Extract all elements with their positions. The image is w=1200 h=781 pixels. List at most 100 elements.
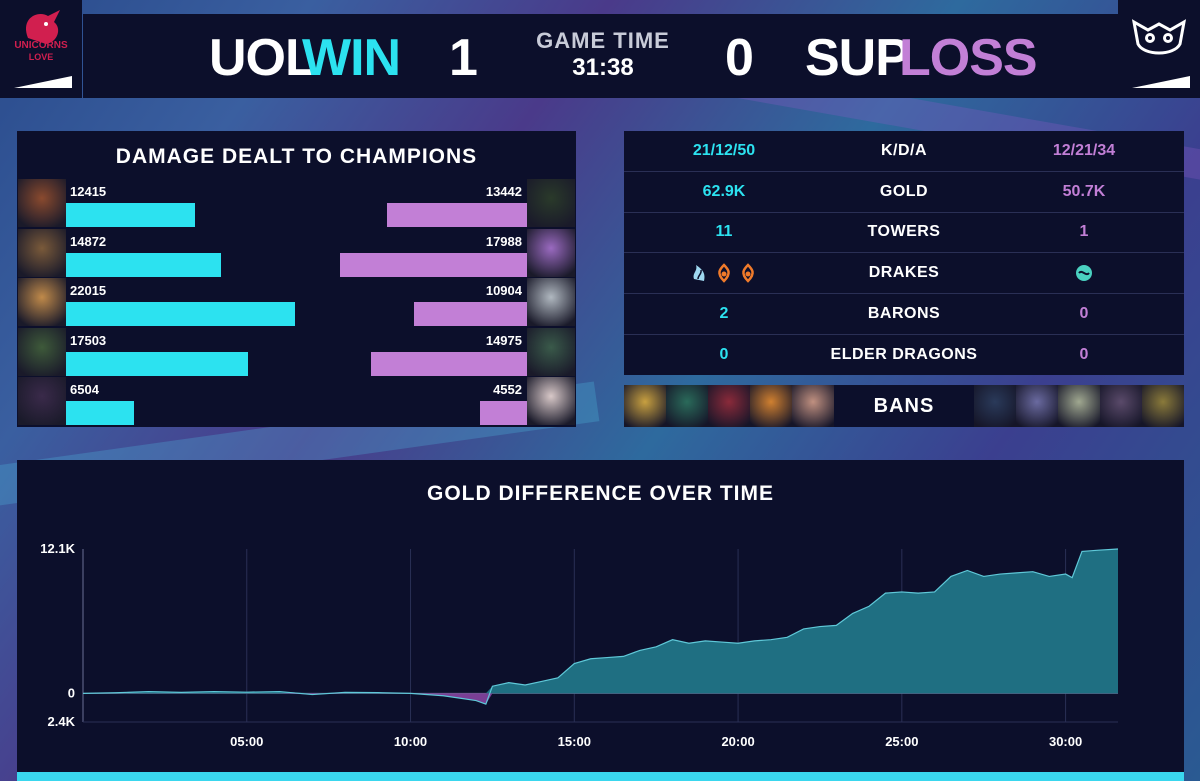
game-time: 31:38 [572,54,634,81]
sup-ban-portrait [1142,385,1184,427]
sup-stat-value: 0 [1079,304,1089,322]
sup-gold-lead-area [83,693,1118,705]
cloud-drake-icon [693,264,705,281]
logo-accent [14,76,72,88]
x-tick-label: 15:00 [558,734,591,749]
uol-damage-bar [66,351,249,376]
sup-damage-bar [413,302,527,326]
sup-champion-portrait [527,327,575,376]
right-team-score: 0 [725,29,754,87]
uol-logo: UNICORNS LOVE [0,0,82,98]
stat-row: 2 BARONS 0 [624,294,1184,335]
sup-stat-value: 0 [1079,345,1089,363]
uol-damage-bar [66,203,196,227]
sup-champion-portrait [527,278,575,326]
sup-damage-value: 10904 [485,283,522,298]
sup-damage-value: 4552 [493,382,522,397]
sup-champion-portrait [527,228,575,277]
stat-label: DRAKES [868,264,940,282]
sup-damage-bar [339,252,527,277]
left-team-result: WIN [302,29,401,87]
gold-chart-title: GOLD DIFFERENCE OVER TIME [426,482,774,505]
sup-ban-portrait [1058,385,1100,427]
sup-damage-value: 13442 [485,184,522,199]
sup-damage-bar [387,203,527,227]
damage-panel: DAMAGE DEALT TO CHAMPIONS 12415 13442 1487… [17,131,576,427]
sup-stat-value [984,253,1184,293]
uol-damage-value: 12415 [70,184,107,199]
sup-ban-portrait [1016,385,1058,427]
uol-champion-portrait [18,278,66,326]
y-tick-label: 2.4K [48,714,76,729]
stat-label: BARONS [867,304,941,322]
sup-champion-portrait [527,377,575,425]
uol-damage-bar [66,401,134,425]
sup-champion-portrait [527,179,575,227]
stat-label: TOWERS [867,223,941,241]
uol-champion-portrait [18,327,66,376]
uol-champion-portrait [18,228,66,277]
team-stats-panel: 21/12/50 K/D/A 12/21/34 62.9K GOLD 50.7K 11 TOW… [624,131,1184,375]
infernal-drake-icon [742,263,754,283]
stat-row: DRAKES [624,253,1184,295]
x-tick-label: 20:00 [721,734,754,749]
sup-ban-portrait [974,385,1016,427]
logo-accent [1132,76,1190,88]
damage-title: DAMAGE DEALT TO CHAMPIONS [115,145,478,168]
sup-damage-bar [371,351,527,376]
x-tick-label: 30:00 [1049,734,1082,749]
uol-damage-bar [66,302,295,326]
gold-chart: 05:00 10:00 15:00 20:00 25:00 30:00 12.1K 0 2.4K [40,541,1119,749]
ocean-drake-icon [1076,264,1092,281]
sup-stat-value: 1 [1079,223,1089,241]
uol-damage-value: 14872 [70,233,107,249]
sup-stat-value: 12/21/34 [1052,142,1116,159]
uol-champion-portrait [18,179,66,227]
x-tick-label: 25:00 [885,734,918,749]
sup-damage-bar [479,401,527,425]
sup-stat-value: 50.7K [1062,182,1106,200]
x-tick-label: 10:00 [394,734,427,749]
gold-chart-panel: GOLD DIFFERENCE OVER TIME 05:00 10:00 15:0… [17,460,1184,772]
sup-damage-value: 17988 [485,233,522,249]
uol-stat-value: 21/12/50 [692,142,756,159]
game-time-label: GAME TIME [536,28,670,53]
sup-ban-portrait [1100,385,1142,427]
uol-ban-portrait [708,385,750,427]
uol-logo-text-2: LOVE [28,52,54,62]
stat-label: K/D/A [880,142,928,159]
uol-stat-value: 62.9K [702,182,746,200]
uol-logo-text-1: UNICORNS [14,40,68,51]
stat-row: 21/12/50 K/D/A 12/21/34 [624,131,1184,172]
uol-damage-value: 22015 [70,283,107,298]
uol-ban-portrait [666,385,708,427]
bottom-accent-bar [17,772,1184,781]
uol-stat-value: 2 [719,304,729,322]
uol-gold-lead-area [83,549,1118,694]
y-tick-label: 0 [68,685,75,700]
stat-label: GOLD [879,182,929,200]
stat-row: 62.9K GOLD 50.7K [624,172,1184,213]
uol-damage-value: 17503 [70,332,107,348]
unicorn-icon [26,10,61,44]
sup-damage-value: 14975 [485,332,522,348]
left-team-score: 1 [449,29,478,87]
owl-icon [1131,19,1187,55]
left-team-name: UOL [209,29,317,87]
scoreboard-header: UOL WIN 1 GAME TIME 31:38 0 SUP LOSS [83,14,1118,98]
stat-row: 0 ELDER DRAGONS 0 [624,335,1184,375]
uol-damage-value: 6504 [70,382,99,397]
infernal-drake-icon [718,263,730,283]
bans-panel: BANS [624,385,1184,427]
uol-stat-value: 11 [715,223,733,241]
stat-label: ELDER DRAGONS [830,345,978,363]
uol-champion-portrait [18,377,66,425]
uol-stat-value [624,253,824,293]
uol-damage-bar [66,252,221,277]
right-team-name: SUP [805,29,910,87]
uol-ban-portrait [624,385,666,427]
gold-diff-line [82,548,1119,705]
right-team-result: LOSS [899,29,1038,87]
x-tick-label: 05:00 [230,734,263,749]
y-tick-label: 12.1K [40,541,75,556]
